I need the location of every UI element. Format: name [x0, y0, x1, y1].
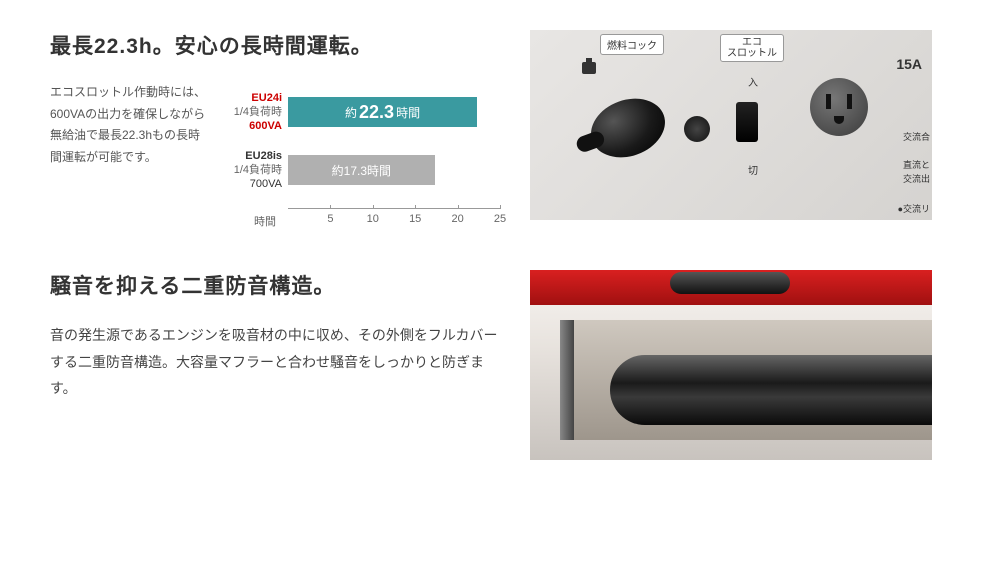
panel-side-1: 交流合: [903, 130, 930, 143]
bar-holder-1: 約17.3時間: [288, 155, 500, 185]
runtime-left: 最長22.3h。安心の長時間運転。 エコスロットル作動時には、600VAの出力を…: [50, 30, 530, 220]
bar-sub: 1/4負荷時: [220, 105, 282, 119]
panel-side-4: ●交流リ: [898, 202, 930, 215]
tick: [415, 205, 416, 209]
port-small: [684, 116, 710, 142]
fuel-icon: [582, 58, 596, 74]
runtime-heading: 最長22.3h。安心の長時間運転。: [50, 30, 500, 60]
fuel-knob: [583, 89, 674, 168]
muffler-photo: [530, 270, 932, 460]
bar-model: EU28is: [220, 149, 282, 163]
tick: [458, 205, 459, 209]
runtime-chart: EU24i1/4負荷時600VA約22.3時間EU28is1/4負荷時700VA…: [220, 82, 500, 209]
tick-label: 25: [494, 213, 506, 225]
section-runtime: 最長22.3h。安心の長時間運転。 エコスロットル作動時には、600VAの出力を…: [50, 30, 932, 220]
control-panel-photo: 燃料コック エコ スロットル 15A 入 切 交流合 直流と 交流出 ●交流リ: [530, 30, 932, 220]
switch-off-label: 切: [748, 162, 758, 177]
tick-label: 10: [367, 213, 379, 225]
bar-holder-0: 約22.3時間: [288, 97, 500, 127]
bar-sub: 1/4負荷時: [220, 163, 282, 177]
panel-side-3: 交流出: [903, 172, 930, 185]
eco-switch: [736, 102, 758, 142]
bar-labels-1: EU28is1/4負荷時700VA: [220, 149, 288, 192]
soundproof-heading: 騒音を抑える二重防音構造。: [50, 270, 500, 300]
section-soundproof: 騒音を抑える二重防音構造。 音の発生源であるエンジンを吸音材の中に収め、その外側…: [50, 270, 932, 460]
runtime-intro: エコスロットル作動時には、600VAの出力を確保しながら無給油で最長22.3hも…: [50, 82, 220, 209]
bar-row-0: EU24i1/4負荷時600VA約22.3時間: [220, 92, 500, 132]
bar-va: 700VA: [220, 177, 282, 191]
page-container: 最長22.3h。安心の長時間運転。 エコスロットル作動時には、600VAの出力を…: [0, 0, 982, 569]
amps-label: 15A: [896, 56, 922, 72]
bar-1: 約17.3時間: [288, 155, 435, 185]
switch-on-label: 入: [748, 74, 758, 89]
soundproof-photo: [530, 270, 932, 460]
tick: [330, 205, 331, 209]
ac-outlet: [810, 78, 868, 136]
tick: [373, 205, 374, 209]
soundproof-body: 音の発生源であるエンジンを吸音材の中に収め、その外側をフルカバーする二重防音構造…: [50, 322, 500, 402]
axis-label: 時間: [254, 213, 276, 229]
runtime-content: エコスロットル作動時には、600VAの出力を確保しながら無給油で最長22.3hも…: [50, 82, 500, 209]
tick: [500, 205, 501, 209]
runtime-photo: 燃料コック エコ スロットル 15A 入 切 交流合 直流と 交流出 ●交流リ: [530, 30, 932, 220]
bar-row-1: EU28is1/4負荷時700VA約17.3時間: [220, 150, 500, 190]
mount-bracket: [560, 320, 574, 440]
tick-label: 20: [451, 213, 463, 225]
bar-model: EU24i: [220, 91, 282, 105]
muffler-tube: [610, 355, 932, 425]
bar-va: 600VA: [220, 119, 282, 133]
tick-label: 5: [327, 213, 333, 225]
chart-axis: 時間 510152025: [288, 208, 500, 209]
panel-side-2: 直流と: [903, 158, 930, 171]
bar-0: 約22.3時間: [288, 97, 477, 127]
eco-throttle-label: エコ スロットル: [720, 34, 784, 62]
handle-bar: [670, 272, 790, 294]
tick-label: 15: [409, 213, 421, 225]
fuel-cock-label: 燃料コック: [600, 34, 664, 55]
soundproof-left: 騒音を抑える二重防音構造。 音の発生源であるエンジンを吸音材の中に収め、その外側…: [50, 270, 530, 460]
bar-labels-0: EU24i1/4負荷時600VA: [220, 91, 288, 134]
